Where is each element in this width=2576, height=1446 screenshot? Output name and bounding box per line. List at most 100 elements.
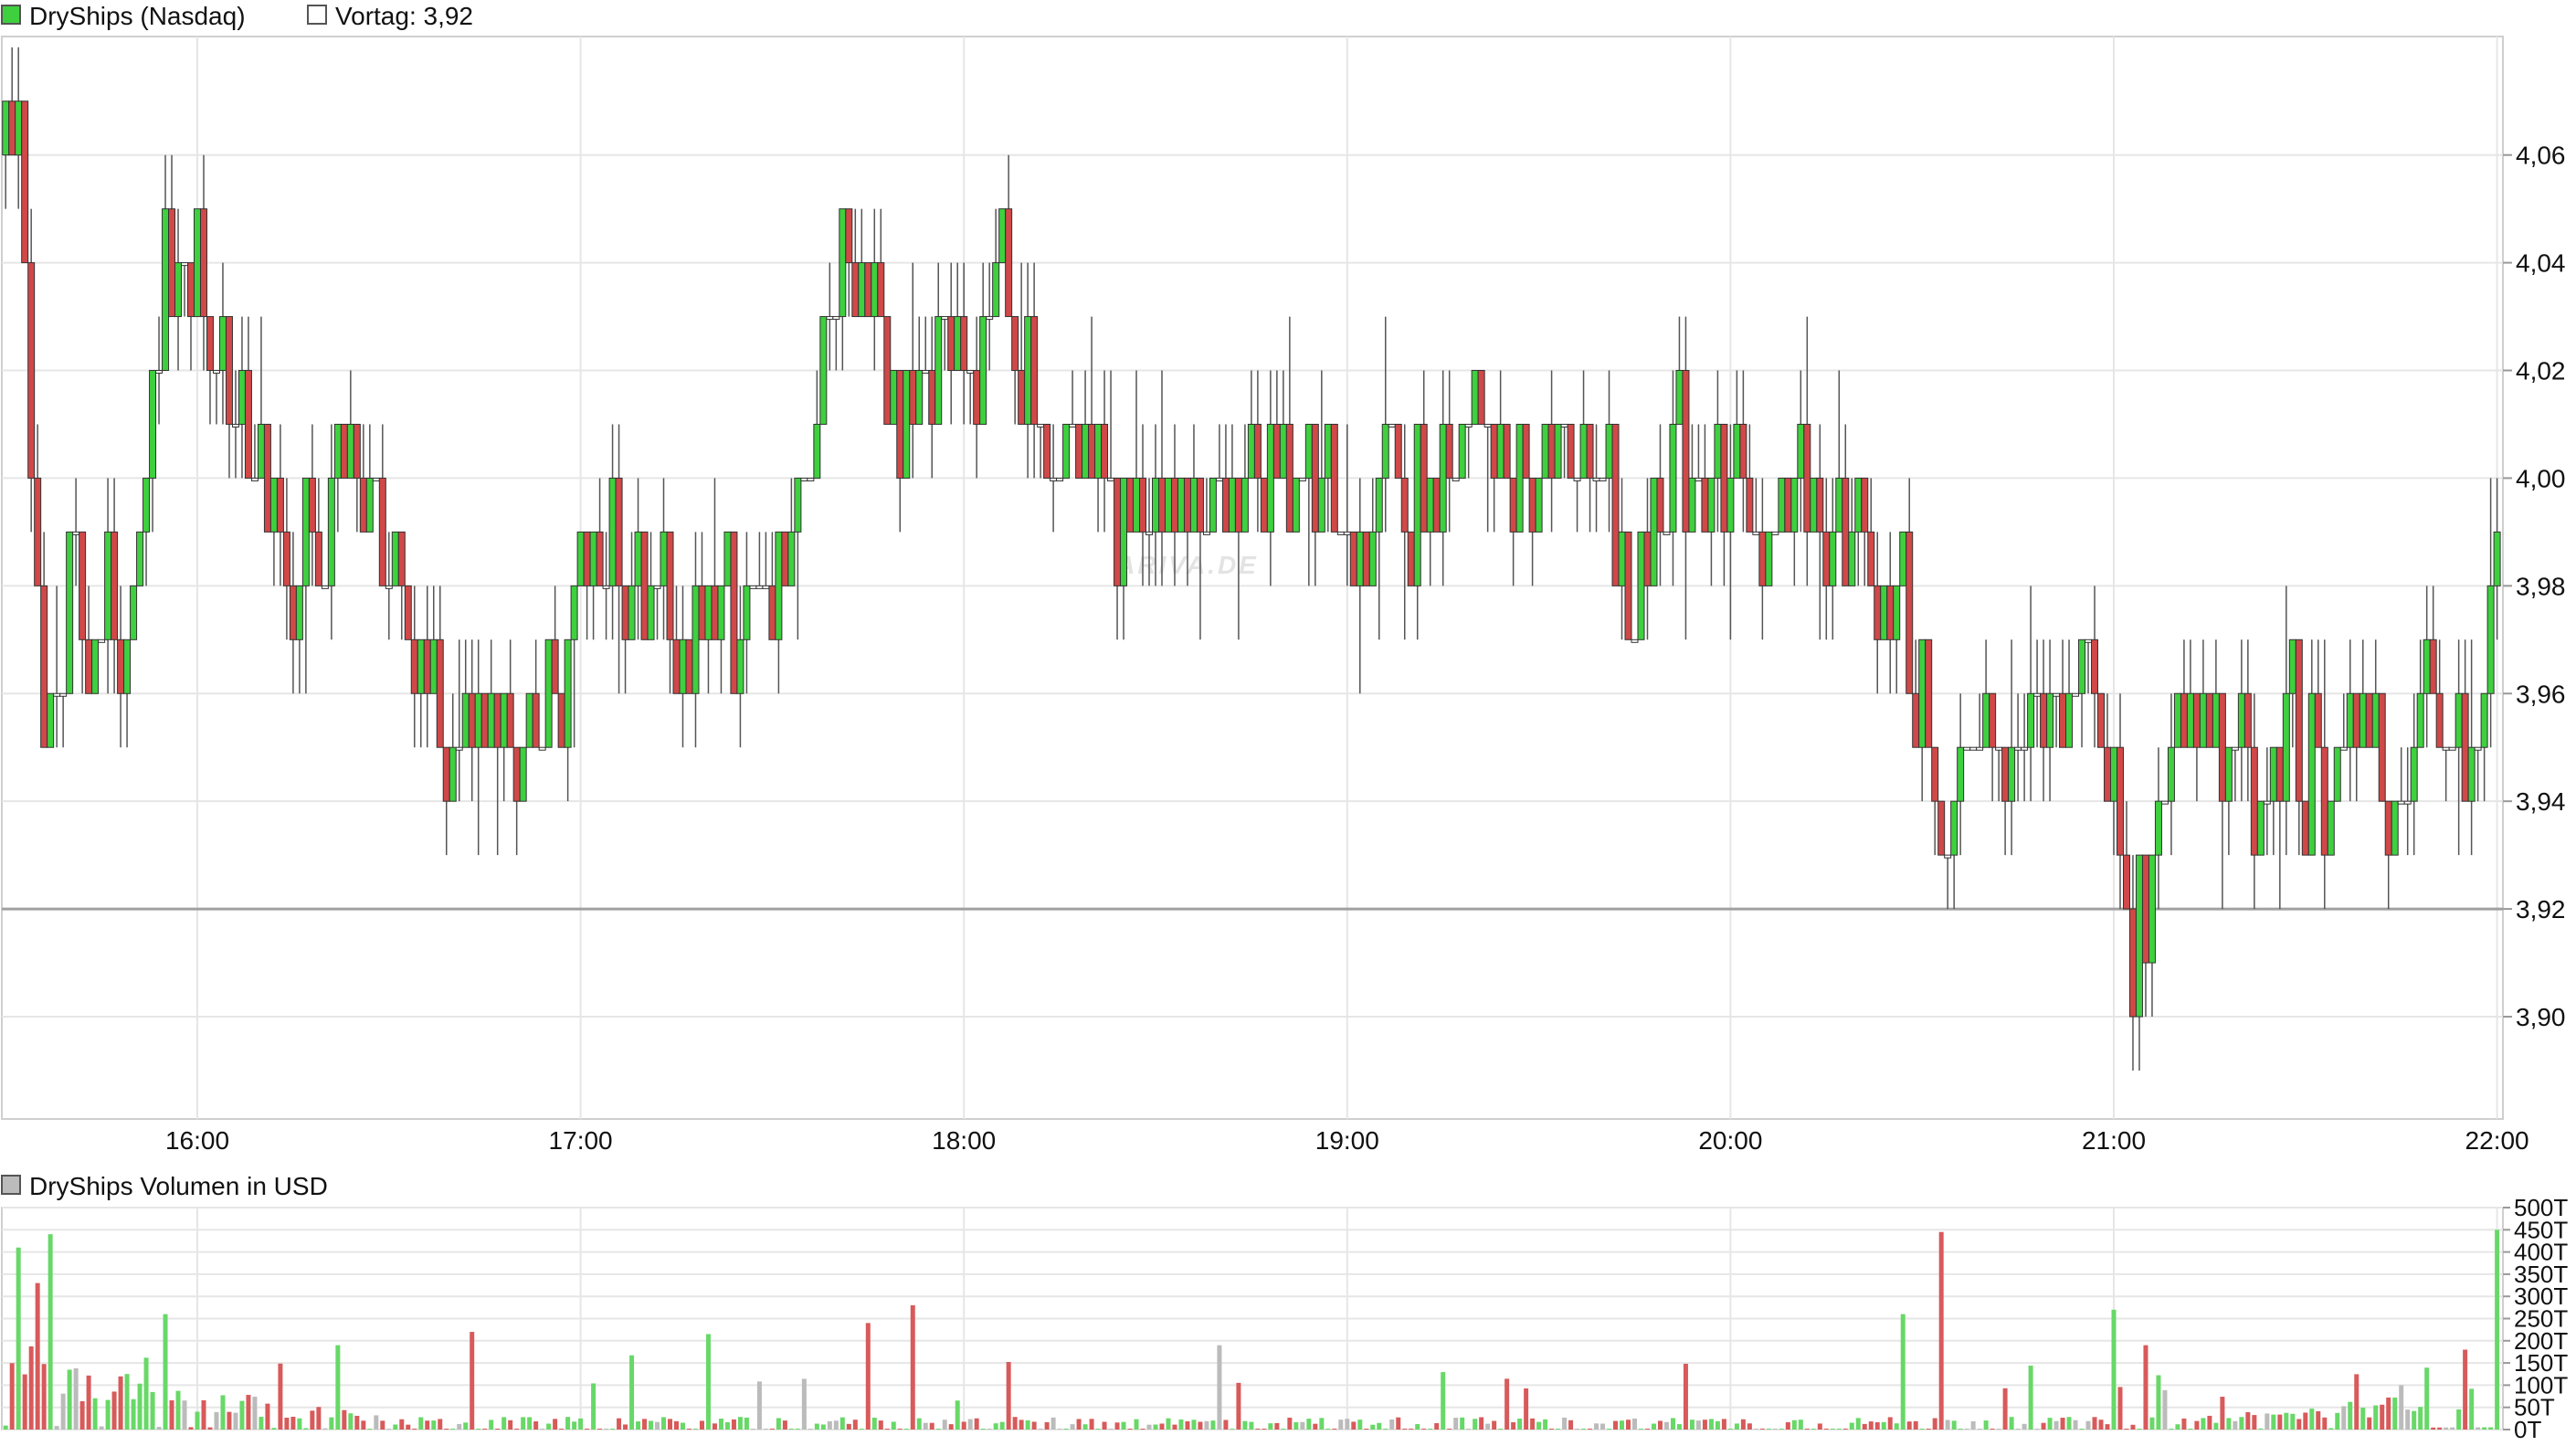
volume-bar: [974, 1418, 979, 1430]
candle-body: [1880, 585, 1888, 640]
volume-bar: [2328, 1428, 2334, 1430]
volume-bar: [105, 1399, 111, 1430]
candle-body: [1720, 423, 1728, 533]
candle-body: [2186, 692, 2194, 748]
candle-body: [2180, 692, 2188, 748]
candle-body: [2250, 746, 2258, 856]
price-x-ticks: 16:00 17:00 18:00 19:00 20:00 21:00 22:00: [165, 1126, 2529, 1155]
volume-bar: [3, 1425, 8, 1430]
candle-body: [2352, 692, 2360, 748]
candle-body: [544, 639, 553, 748]
volume-bar: [1204, 1420, 1209, 1430]
candle-body: [1183, 477, 1191, 533]
volume-bar: [1325, 1429, 1331, 1430]
volume-bar: [361, 1420, 366, 1430]
candle-body: [2403, 800, 2412, 805]
candle-body: [1285, 423, 1293, 533]
volume-bar: [431, 1420, 437, 1430]
volume-bar: [1453, 1418, 1459, 1430]
volume-bar: [22, 1374, 27, 1430]
candle-body: [442, 746, 450, 802]
candle-body: [238, 370, 246, 425]
price-grid: [1, 36, 2504, 1120]
volume-bar: [501, 1417, 507, 1430]
volume-bar: [680, 1422, 685, 1430]
volume-bar: [649, 1420, 654, 1430]
candle-body: [1050, 477, 1058, 481]
volume-bar: [2258, 1428, 2264, 1430]
volume-bar: [1549, 1429, 1555, 1430]
volume-bar: [1268, 1423, 1273, 1430]
volume-bar: [2405, 1409, 2411, 1430]
candle-body: [2333, 746, 2341, 802]
volume-bar: [367, 1429, 373, 1430]
candle-body: [91, 639, 100, 694]
volume-bar: [1964, 1429, 1969, 1430]
candle-body: [2486, 585, 2495, 694]
volume-bar: [2271, 1414, 2276, 1430]
candle-body: [2448, 746, 2456, 751]
candle-body: [1362, 531, 1370, 586]
candle-body: [2014, 746, 2022, 751]
volume-bar: [73, 1367, 79, 1430]
candle-body: [250, 477, 259, 481]
volume-bar: [1402, 1429, 1408, 1430]
volume-bar: [2009, 1417, 2014, 1430]
candle-body: [1490, 423, 1498, 479]
volume-bar: [2437, 1427, 2443, 1430]
volume-bar: [1906, 1421, 1912, 1430]
volume-bar: [980, 1429, 986, 1430]
candle-body: [1260, 477, 1268, 533]
volume-bar: [955, 1400, 960, 1430]
candle-body: [775, 531, 783, 640]
candle-body: [1304, 423, 1313, 479]
candle-body: [877, 262, 885, 318]
price-candles: [2, 47, 2501, 1071]
candle-body: [2301, 800, 2309, 856]
candle-body: [1509, 477, 1517, 533]
volume-bar: [623, 1424, 628, 1430]
candle-body: [960, 316, 968, 372]
volume-bar: [705, 1334, 711, 1430]
volume-bar: [2181, 1418, 2187, 1430]
volume-bar: [310, 1410, 315, 1430]
candle-body: [2059, 692, 2067, 748]
volume-bar: [1702, 1420, 1707, 1430]
candle-body: [2397, 800, 2405, 805]
volume-bar: [2233, 1420, 2238, 1430]
candle-body: [787, 531, 796, 586]
candle-body: [1522, 423, 1530, 479]
price-x-tick-label: 22:00: [2465, 1126, 2529, 1155]
candle-body: [149, 370, 157, 479]
candle-body: [608, 477, 617, 586]
candle-body: [1426, 477, 1434, 533]
candle-body: [1030, 316, 1039, 425]
candle-body: [417, 639, 425, 694]
volume-bar: [35, 1282, 40, 1430]
volume-bar: [2463, 1349, 2468, 1430]
volume-bar: [1242, 1420, 1248, 1430]
volume-bar: [1798, 1420, 1803, 1430]
candle-body: [487, 692, 495, 748]
candle-body: [1272, 423, 1281, 479]
candle-body: [928, 370, 936, 425]
volume-bar: [1178, 1419, 1184, 1430]
volume-bar: [1695, 1420, 1701, 1430]
volume-bar: [67, 1369, 72, 1430]
candle-body: [2212, 692, 2220, 748]
candle-body: [1114, 477, 1122, 586]
candle-body: [2173, 692, 2181, 748]
candle-body: [1611, 423, 1620, 586]
candle-body: [1848, 531, 1856, 586]
candle-body: [2154, 800, 2162, 856]
volume-bar: [2079, 1429, 2085, 1430]
candle-body: [1375, 477, 1383, 533]
candle-body: [1037, 423, 1045, 427]
candle-body: [973, 370, 981, 425]
volume-bar: [2354, 1374, 2360, 1430]
volume-bar: [290, 1417, 296, 1430]
candle-body: [1069, 423, 1077, 427]
candle-body: [500, 692, 508, 748]
candle-body: [966, 370, 975, 375]
volume-bar: [508, 1420, 513, 1430]
